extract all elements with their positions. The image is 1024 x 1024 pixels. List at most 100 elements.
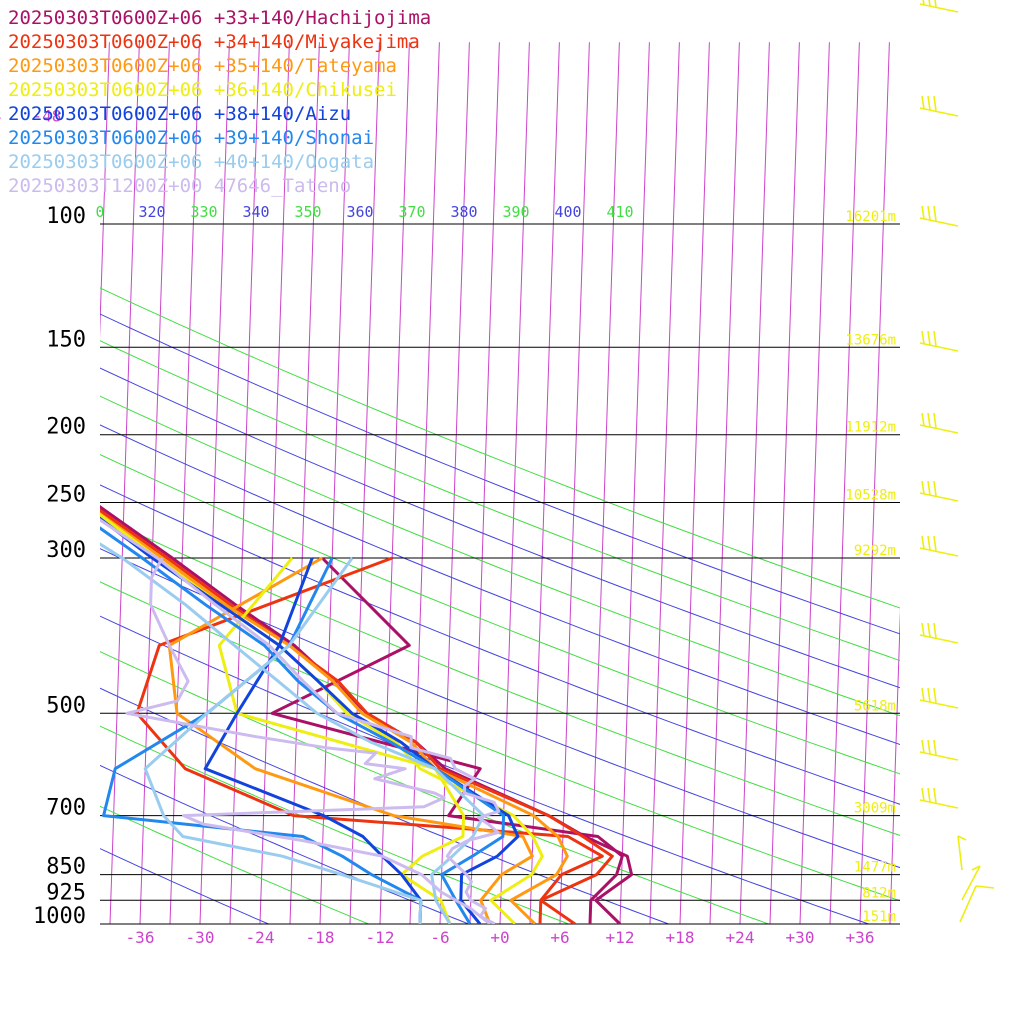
temperature-tick-label: +0 — [490, 928, 509, 947]
temperature-tick-label: -36 — [126, 928, 155, 947]
temperature-tick-label: -24 — [246, 928, 275, 947]
temperature-tick-label: +24 — [726, 928, 755, 947]
dewpoint-line — [167, 556, 534, 924]
wind-barb — [919, 205, 959, 227]
temperature-tick-label: +36 — [846, 928, 875, 947]
legend-entry: 20250303T0600Z+06 +35+140/Tateyama — [8, 55, 397, 77]
temperature-tick-label: +30 — [786, 928, 815, 947]
temperature-line — [100, 508, 614, 924]
pressure-tick-label: 925 — [46, 880, 86, 905]
isotherm-line — [499, 42, 530, 924]
theta-label: 0 — [95, 203, 104, 221]
height-label: 812m — [862, 885, 896, 901]
theta-label: 340 — [242, 203, 269, 221]
temperature-line — [100, 505, 634, 924]
height-label: 3009m — [854, 801, 896, 817]
dry-adiabat-line — [100, 725, 570, 924]
dry-adiabat-line — [100, 424, 900, 746]
pressure-tick-label: 200 — [46, 415, 86, 440]
wind-barb — [919, 687, 959, 709]
isotherm-line — [409, 42, 440, 924]
isotherm-line — [559, 42, 590, 924]
dry-adiabat-line — [100, 615, 871, 924]
height-label: 5618m — [854, 698, 896, 714]
isotherm-line — [139, 42, 170, 924]
wind-barb — [919, 95, 959, 117]
dry-adiabat-line — [100, 367, 900, 689]
legend-entry: 20250303T0600Z+06 +38+140/Aizu — [8, 103, 352, 125]
pressure-tick-label: 500 — [46, 693, 86, 718]
wind-barb — [919, 787, 959, 809]
theta-label: 320 — [138, 203, 165, 221]
dry-adiabat-line — [100, 515, 900, 836]
theta-label: 370 — [398, 203, 425, 221]
isotherm-line — [109, 42, 140, 924]
legend-entry: 20250303T0600Z+06 +40+140/Oogata — [8, 151, 375, 173]
isotherm-line — [889, 608, 900, 924]
temperature-tick-label: -18 — [306, 928, 335, 947]
isotherm-line — [950, 42, 979, 924]
theta-label: 350 — [294, 203, 321, 221]
dewpoint-line — [135, 556, 604, 924]
theta-label: 410 — [606, 203, 633, 221]
wind-barb — [957, 835, 967, 871]
temperature-line — [100, 542, 486, 924]
isotherm-line — [289, 42, 320, 924]
legend-entry: 20250303T1200Z+00 47646_Tateno — [8, 175, 352, 197]
temperature-line — [100, 526, 506, 924]
temperature-line — [100, 518, 501, 924]
isotherm-line — [589, 42, 620, 924]
isotherm-line — [229, 42, 260, 924]
dry-adiabat-line — [100, 805, 370, 924]
pressure-tick-label: 1000 — [33, 904, 86, 929]
isotherm-line — [529, 42, 560, 924]
temperature-tick-label: -6 — [430, 928, 449, 947]
legend-entry: 20250303T0600Z+06 +39+140/Shonai — [8, 127, 375, 149]
dry-adiabat-line — [100, 848, 270, 924]
dry-adiabat-line — [100, 313, 900, 635]
dry-adiabat-line — [100, 454, 900, 775]
dewpoint-line — [125, 557, 491, 924]
isotherm-line — [379, 42, 410, 924]
wind-barb — [919, 739, 959, 761]
legend-entry: 20250303T0600Z+06 +34+140/Miyakejima — [8, 31, 420, 53]
wind-barb — [919, 535, 959, 557]
upper-temperature-label: -54 — [0, 107, 1, 126]
isotherm-line — [799, 42, 830, 924]
isotherm-line — [259, 42, 290, 924]
pressure-tick-label: 700 — [46, 796, 86, 821]
theta-label: 400 — [554, 203, 581, 221]
height-label: 1477m — [854, 860, 896, 876]
temperature-tick-label: -12 — [366, 928, 395, 947]
pressure-tick-label: 250 — [46, 483, 86, 508]
isotherm-line — [829, 42, 860, 924]
upper-temperature-label: -48 — [32, 107, 61, 126]
wind-barbs — [919, 0, 995, 923]
temperature-tick-label: -30 — [186, 928, 215, 947]
dry-adiabat-line — [100, 395, 900, 717]
pressure-tick-label: 300 — [46, 538, 86, 563]
temperature-tick-label: +18 — [666, 928, 695, 947]
wind-barb — [919, 480, 959, 502]
dry-adiabat-line — [100, 484, 900, 805]
dewpoint-line — [143, 557, 423, 924]
theta-label: 330 — [190, 203, 217, 221]
height-label: 13676m — [845, 332, 896, 348]
dewpoint-line — [217, 557, 466, 924]
isotherm-line — [349, 42, 380, 924]
isotherm-line — [619, 42, 650, 924]
height-label: 10528m — [845, 488, 896, 504]
height-label: 9292m — [854, 543, 896, 559]
pressure-tick-label: 850 — [46, 855, 86, 880]
isotherm-line — [679, 42, 710, 924]
legend-entry: 20250303T0600Z+06 +33+140/Hachijojima — [8, 7, 432, 29]
pressure-tick-label: 100 — [46, 204, 86, 229]
height-label: 11912m — [845, 420, 896, 436]
isotherm-line — [169, 42, 200, 924]
theta-label: 360 — [346, 203, 373, 221]
wind-barb — [919, 0, 959, 13]
isotherm-line — [769, 42, 800, 924]
pressure-tick-label: 150 — [46, 327, 86, 352]
